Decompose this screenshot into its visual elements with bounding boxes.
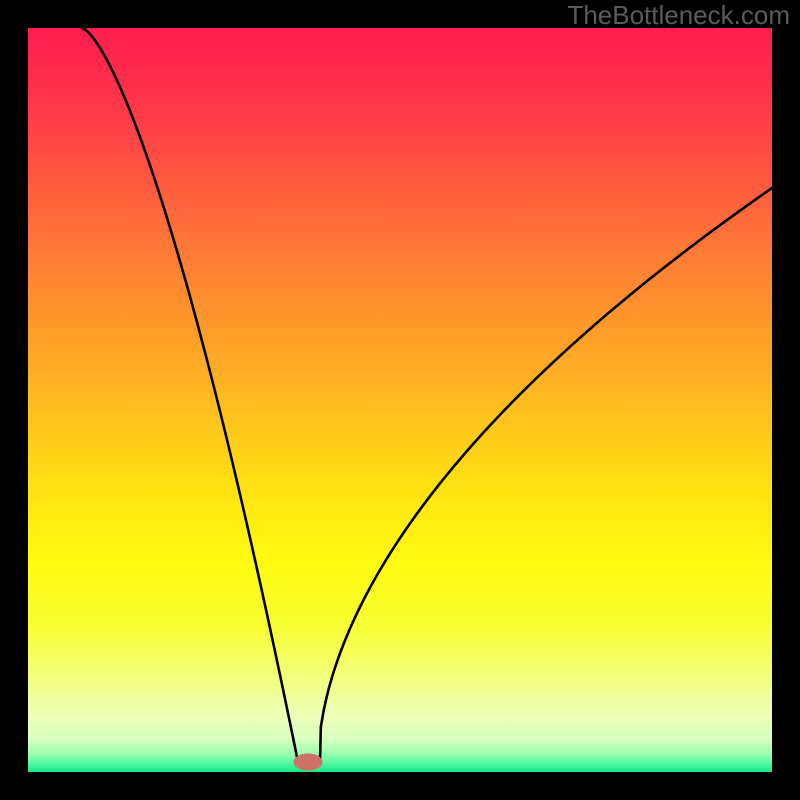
plot-area (28, 28, 772, 772)
optimum-marker (294, 754, 322, 770)
watermark-text: TheBottleneck.com (567, 0, 790, 31)
plot-svg (28, 28, 772, 772)
